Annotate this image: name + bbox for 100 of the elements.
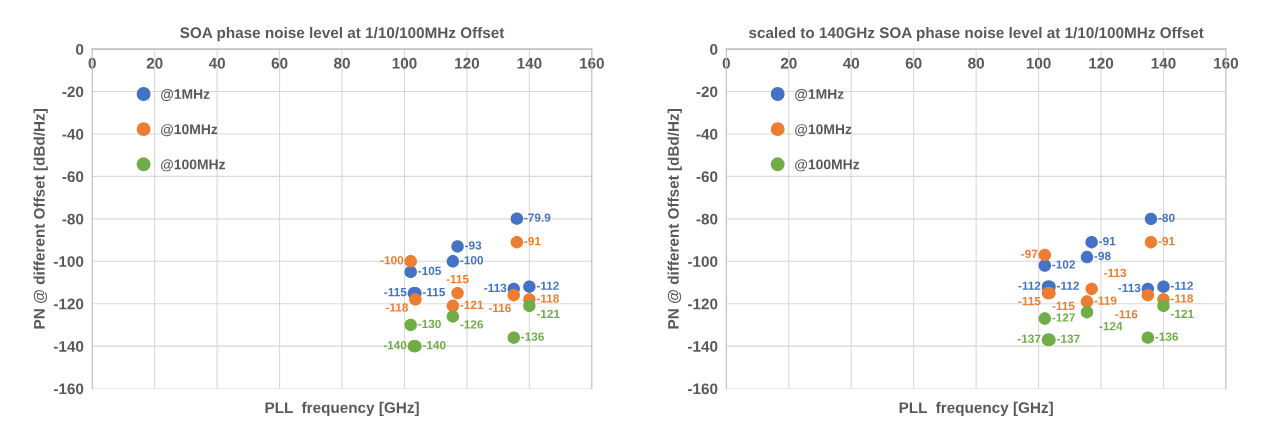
data-label: -116 xyxy=(1115,310,1138,319)
point xyxy=(1141,331,1155,344)
data-label: -115 xyxy=(1052,301,1075,311)
y-tick-label: -120 xyxy=(53,298,84,310)
data-label: -115 xyxy=(384,288,407,297)
x-tick-label: 120 xyxy=(1089,57,1114,69)
point xyxy=(510,212,524,225)
x-axis-title: PLL frequency [GHz] xyxy=(265,401,419,417)
data-label: -118 xyxy=(385,303,409,312)
x-tick-label: 60 xyxy=(905,57,922,69)
data-label: -80 xyxy=(1158,213,1175,223)
data-label: -79.9 xyxy=(524,213,551,222)
data-label: -121 xyxy=(1170,309,1194,318)
data-label: -136 xyxy=(1155,332,1179,341)
chart-title: SOA phase noise level at 1/10/100MHz Offset xyxy=(180,26,505,42)
y-tick-label: -60 xyxy=(696,171,718,183)
data-label: -115 xyxy=(1018,297,1041,306)
point xyxy=(1085,235,1098,249)
legend-label: @1MHz xyxy=(795,88,844,102)
x-tick-label: 0 xyxy=(722,57,730,69)
y-tick-label: -160 xyxy=(688,383,718,395)
point xyxy=(1144,235,1158,249)
data-label: -98 xyxy=(1094,251,1111,261)
data-label: -130 xyxy=(418,319,441,329)
y-tick-label: -20 xyxy=(696,86,718,98)
y-tick-label: 0 xyxy=(710,43,718,55)
data-label: -113 xyxy=(484,283,507,293)
legend-label: @100MHz xyxy=(161,159,226,172)
point xyxy=(451,240,464,253)
data-label: -112 xyxy=(1018,281,1041,290)
x-tick-label: 120 xyxy=(455,57,480,69)
legend-label: @1MHz xyxy=(161,88,210,102)
x-tick-label: 40 xyxy=(842,57,860,69)
x-axis-title: PLL frequency [GHz] xyxy=(899,401,1053,417)
point xyxy=(523,299,536,313)
x-tick-label: 60 xyxy=(271,57,288,69)
point xyxy=(1144,212,1158,226)
data-label: -91 xyxy=(524,236,541,246)
x-tick-label: 100 xyxy=(392,57,417,69)
data-label: -100 xyxy=(460,256,484,265)
point xyxy=(507,289,520,302)
data-label: -91 xyxy=(1099,236,1116,246)
data-label: -118 xyxy=(1170,294,1194,303)
data-label: -112 xyxy=(536,281,559,290)
point xyxy=(404,318,417,332)
y-tick-label: -140 xyxy=(688,341,718,352)
x-tick-label: 160 xyxy=(1214,57,1239,69)
data-label: -126 xyxy=(460,320,484,329)
data-label: -121 xyxy=(460,300,484,309)
legend-label: @100MHz xyxy=(795,159,860,172)
data-label: -116 xyxy=(488,303,511,313)
point xyxy=(1157,280,1170,293)
y-tick-label: -140 xyxy=(53,341,84,352)
point xyxy=(1157,299,1170,313)
data-label: -105 xyxy=(418,266,442,276)
x-tick-label: 80 xyxy=(334,57,350,69)
data-label: -140 xyxy=(383,340,407,350)
data-label: -100 xyxy=(380,256,404,265)
x-tick-label: 160 xyxy=(580,57,604,69)
x-tick-label: 140 xyxy=(517,57,542,69)
point xyxy=(510,235,524,249)
chart-title: scaled to 140GHz SOA phase noise level at 1/10/100MHz Offset xyxy=(748,26,1204,42)
point xyxy=(1080,305,1094,319)
data-label: -112 xyxy=(1170,281,1193,290)
y-tick-label: -60 xyxy=(62,171,84,183)
data-label: -113 xyxy=(1104,268,1127,278)
point xyxy=(523,280,536,293)
legend-label: @10MHz xyxy=(161,124,218,137)
y-tick-label: -100 xyxy=(688,256,718,267)
y-tick-label: -160 xyxy=(53,383,84,395)
point xyxy=(409,293,422,306)
y-tick-label: -20 xyxy=(62,86,84,98)
data-label: -112 xyxy=(1056,281,1080,290)
point xyxy=(446,299,460,313)
data-label: -91 xyxy=(1158,236,1175,246)
point xyxy=(404,265,417,279)
y-axis-title: PN @ different Offset [dBd/Hz] xyxy=(33,109,48,329)
x-tick-label: 80 xyxy=(968,57,984,69)
y-tick-label: -80 xyxy=(696,213,718,225)
x-tick-label: 20 xyxy=(780,57,797,69)
point xyxy=(1038,312,1052,325)
data-label: -136 xyxy=(521,332,544,341)
data-label: -97 xyxy=(1021,249,1038,259)
y-tick-label: -120 xyxy=(688,298,718,310)
data-label: -113 xyxy=(1118,283,1141,293)
y-tick-label: -40 xyxy=(62,128,84,140)
point xyxy=(404,255,417,268)
point xyxy=(446,255,460,268)
data-label: -137 xyxy=(1056,334,1080,343)
data-label: -121 xyxy=(536,309,560,318)
data-label: -127 xyxy=(1052,313,1075,322)
legend-label: @10MHz xyxy=(795,124,852,137)
y-tick-label: -40 xyxy=(696,128,718,140)
data-label: -124 xyxy=(1099,322,1123,331)
data-label: -137 xyxy=(1017,334,1041,343)
data-label: -93 xyxy=(465,241,482,250)
data-label: -115 xyxy=(422,288,446,297)
y-tick-label: -80 xyxy=(62,213,84,225)
y-tick-label: 0 xyxy=(76,43,84,55)
data-label: -102 xyxy=(1052,260,1075,269)
